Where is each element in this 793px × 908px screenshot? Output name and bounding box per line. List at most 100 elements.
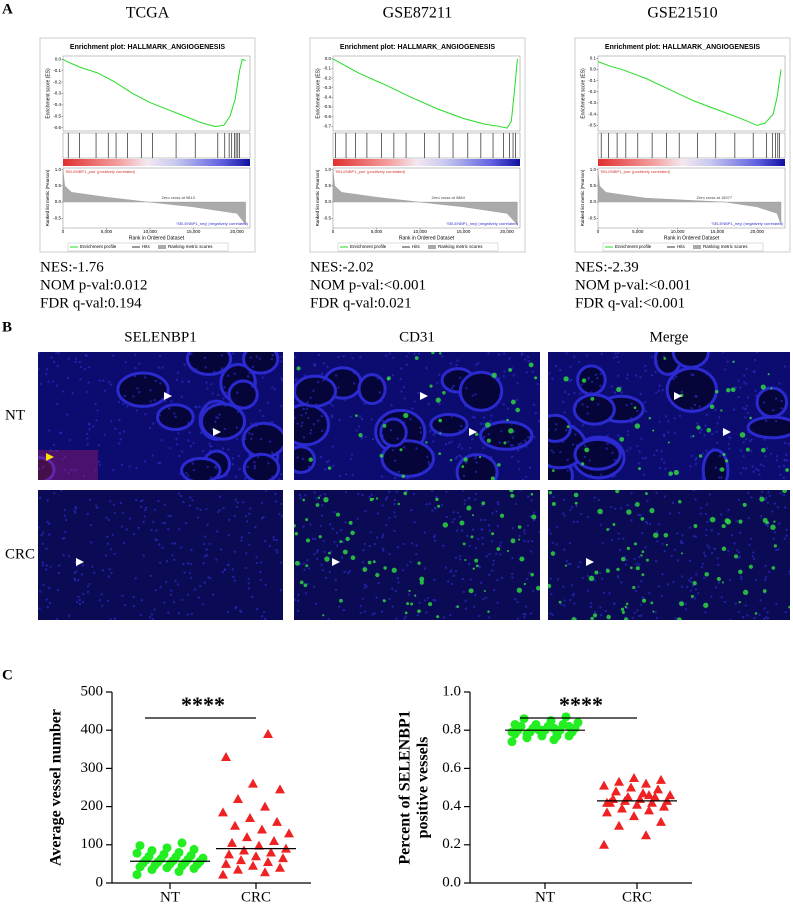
nucleus — [361, 597, 364, 601]
nucleus — [631, 616, 634, 620]
micrograph-content — [294, 490, 540, 620]
nucleus — [597, 403, 600, 406]
nucleus — [338, 605, 341, 608]
nucleus — [627, 434, 630, 437]
nucleus — [523, 540, 526, 543]
nucleus — [715, 430, 718, 433]
nucleus — [491, 460, 494, 463]
nucleus — [312, 389, 315, 393]
nucleus — [276, 551, 279, 554]
nucleus — [774, 531, 777, 534]
nucleus — [409, 560, 412, 564]
nucleus — [244, 515, 248, 518]
nucleus — [488, 529, 491, 532]
x-tick-label: 5,000 — [101, 229, 113, 234]
vessel-signal — [633, 542, 637, 546]
data-point — [665, 790, 675, 800]
nucleus — [454, 570, 458, 573]
y-tick-label: -0.5 — [53, 113, 61, 118]
nucleus — [524, 605, 528, 608]
nucleus — [525, 445, 528, 448]
nucleus — [537, 420, 540, 423]
nucleus — [262, 610, 266, 614]
nucleus — [64, 455, 67, 459]
legend-swatch — [428, 245, 436, 249]
panel-label: A — [2, 1, 13, 17]
nucleus — [248, 432, 251, 435]
nucleus — [441, 504, 444, 507]
nucleus — [49, 449, 53, 452]
nucleus — [570, 378, 573, 382]
micrograph — [294, 490, 540, 620]
nucleus — [399, 367, 403, 370]
nucleus — [55, 402, 59, 406]
vessel-signal — [481, 501, 486, 506]
nucleus — [548, 372, 551, 375]
nucleus — [73, 571, 76, 575]
nucleus — [123, 394, 126, 398]
vessel-signal — [761, 447, 766, 453]
nucleus — [563, 604, 566, 607]
micrograph-content — [38, 352, 283, 480]
nucleus — [599, 606, 602, 609]
x-tick-label: 5,000 — [371, 229, 383, 234]
nucleus — [299, 496, 302, 500]
nucleus — [563, 390, 567, 394]
nucleus — [633, 557, 636, 561]
nucleus — [405, 363, 408, 367]
nucleus — [62, 390, 65, 393]
data-point — [248, 778, 258, 788]
nucleus — [303, 374, 307, 377]
nucleus — [309, 523, 312, 526]
nucleus — [188, 571, 192, 575]
nucleus — [236, 410, 240, 413]
nucleus — [663, 461, 666, 464]
nucleus — [617, 360, 620, 364]
nucleus — [616, 355, 619, 359]
nucleus — [149, 389, 152, 392]
nucleus — [194, 368, 198, 371]
vessel-signal — [704, 572, 709, 577]
nucleus — [294, 417, 296, 420]
nucleus — [186, 593, 190, 596]
nucleus — [458, 558, 462, 561]
nucleus — [534, 411, 538, 415]
nucleus — [259, 578, 262, 582]
nucleus — [73, 509, 76, 512]
vessel-signal — [742, 589, 749, 596]
nucleus — [650, 374, 654, 377]
nucleus — [180, 494, 183, 498]
nucleus — [243, 477, 247, 480]
nucleus — [423, 567, 427, 570]
metric-tick-label: 0.0 — [590, 199, 597, 204]
nucleus — [606, 434, 609, 438]
nucleus — [749, 537, 753, 540]
nucleus — [189, 562, 193, 566]
crypt — [380, 439, 435, 478]
nucleus — [151, 454, 154, 457]
data-point — [278, 853, 288, 863]
nucleus — [393, 529, 396, 533]
nucleus — [180, 450, 184, 453]
nucleus — [766, 611, 769, 614]
vessel-signal — [551, 501, 556, 506]
vessel-signal — [508, 368, 513, 372]
vessel-signal — [439, 432, 442, 435]
nucleus — [208, 400, 211, 403]
vessel-signal — [519, 556, 525, 562]
nucleus — [737, 551, 741, 554]
data-point — [263, 729, 273, 739]
nucleus — [774, 397, 778, 400]
nucleus — [221, 451, 224, 454]
nucleus — [574, 405, 578, 408]
nucleus — [53, 492, 56, 495]
vessel-signal — [328, 551, 331, 555]
nucleus — [751, 554, 754, 558]
nucleus — [233, 550, 237, 553]
nucleus — [529, 612, 533, 615]
nucleus — [70, 468, 73, 472]
nucleus — [775, 459, 778, 462]
vessel-signal — [315, 503, 320, 507]
nucleus — [569, 508, 572, 512]
nucleus — [768, 494, 771, 498]
